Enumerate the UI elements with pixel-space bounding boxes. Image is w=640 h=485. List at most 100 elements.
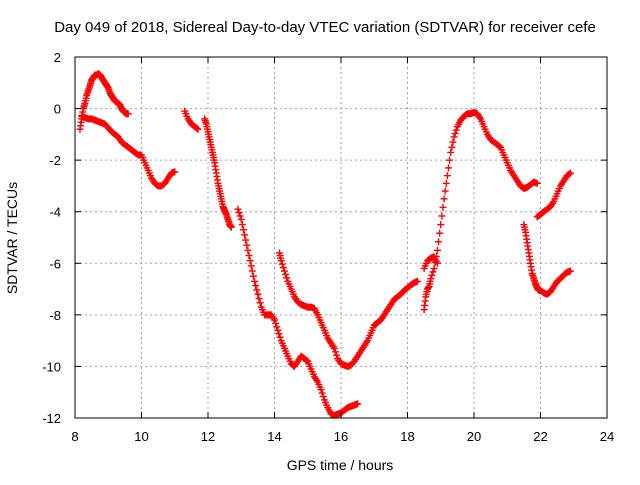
- series-track-b: [78, 112, 179, 190]
- data-point: [445, 164, 453, 172]
- data-point: [282, 270, 290, 278]
- series-track-c: [181, 107, 202, 133]
- series-track-f: [275, 249, 421, 370]
- data-point: [244, 246, 252, 254]
- y-tick-label: -6: [49, 256, 61, 271]
- data-point: [276, 333, 284, 341]
- data-point: [171, 168, 179, 176]
- data-point: [439, 203, 447, 211]
- data-point: [565, 170, 573, 178]
- y-tick-label: 0: [54, 102, 61, 117]
- data-point: [256, 299, 264, 307]
- data-point: [254, 290, 262, 298]
- data-point: [280, 267, 288, 275]
- series-track-g: [420, 108, 541, 314]
- data-point: [450, 133, 458, 141]
- data-point: [236, 212, 244, 220]
- data-point: [318, 389, 326, 397]
- data-point: [317, 386, 325, 394]
- data-point: [277, 257, 285, 265]
- data-point: [235, 209, 243, 217]
- data-point: [251, 277, 259, 285]
- data-point: [242, 236, 250, 244]
- data-point: [566, 267, 574, 275]
- series-track-h: [420, 253, 441, 272]
- data-point: [433, 259, 441, 267]
- data-point: [447, 148, 455, 156]
- x-tick-label: 18: [400, 429, 414, 444]
- y-tick-label: -10: [42, 359, 61, 374]
- data-point: [245, 252, 253, 260]
- data-point: [246, 257, 254, 265]
- x-tick-label: 8: [71, 429, 78, 444]
- data-point: [278, 260, 286, 268]
- data-point: [274, 326, 282, 334]
- data-point: [330, 344, 338, 352]
- series-track-i: [520, 221, 574, 298]
- series-track-d: [201, 115, 235, 231]
- data-point: [248, 267, 256, 275]
- data-point: [239, 226, 247, 234]
- y-tick-label: -12: [42, 411, 61, 426]
- y-tick-label: -8: [49, 308, 61, 323]
- data-point: [449, 138, 457, 146]
- data-point: [255, 295, 263, 303]
- data-point: [237, 215, 245, 223]
- data-point: [438, 212, 446, 220]
- x-axis-label: GPS time / hours: [287, 457, 394, 473]
- x-tick-label: 10: [134, 429, 148, 444]
- data-point: [252, 282, 260, 290]
- data-point: [319, 393, 327, 401]
- data-point: [234, 205, 242, 213]
- data-point: [249, 272, 257, 280]
- data-point: [435, 238, 443, 246]
- series-track-e: [234, 205, 362, 419]
- y-tick-label: -4: [49, 205, 61, 220]
- data-point: [193, 124, 201, 132]
- data-point: [271, 316, 278, 324]
- x-tick-label: 12: [201, 429, 215, 444]
- series-track-a: [76, 70, 132, 133]
- data-point: [451, 129, 459, 137]
- x-tick-label: 14: [267, 429, 281, 444]
- data-point: [354, 400, 362, 408]
- data-point: [430, 264, 438, 272]
- data-point: [533, 179, 541, 187]
- data-point: [243, 241, 251, 249]
- y-tick-label: 2: [54, 50, 61, 65]
- data-point: [452, 126, 460, 134]
- data-point: [428, 271, 436, 279]
- data-point: [442, 179, 450, 187]
- data-point: [440, 195, 448, 203]
- x-tick-label: 24: [600, 429, 614, 444]
- data-point: [437, 221, 445, 229]
- data-point: [279, 264, 287, 272]
- data-point: [448, 143, 456, 151]
- x-tick-label: 22: [533, 429, 547, 444]
- data-point: [429, 268, 437, 276]
- data-point: [566, 169, 574, 177]
- x-tick-label: 20: [467, 429, 481, 444]
- y-axis-label: SDTVAR / TECUs: [4, 182, 20, 294]
- data-point: [275, 330, 283, 338]
- data-point: [241, 231, 249, 239]
- data-point: [253, 286, 261, 294]
- data-point: [333, 351, 341, 359]
- data-point: [443, 172, 451, 180]
- data-point: [433, 246, 441, 254]
- chart-title: Day 049 of 2018, Sidereal Day-to-day VTE…: [54, 19, 596, 36]
- data-point: [273, 323, 281, 331]
- data-point: [413, 277, 421, 285]
- data-point: [247, 262, 255, 270]
- data-point: [238, 221, 246, 229]
- y-tick-label: -2: [49, 153, 61, 168]
- data-point: [441, 187, 449, 195]
- data-point: [124, 110, 132, 118]
- data-point: [436, 229, 444, 237]
- data-point: [283, 274, 291, 282]
- data-point: [331, 348, 339, 356]
- x-tick-label: 16: [334, 429, 348, 444]
